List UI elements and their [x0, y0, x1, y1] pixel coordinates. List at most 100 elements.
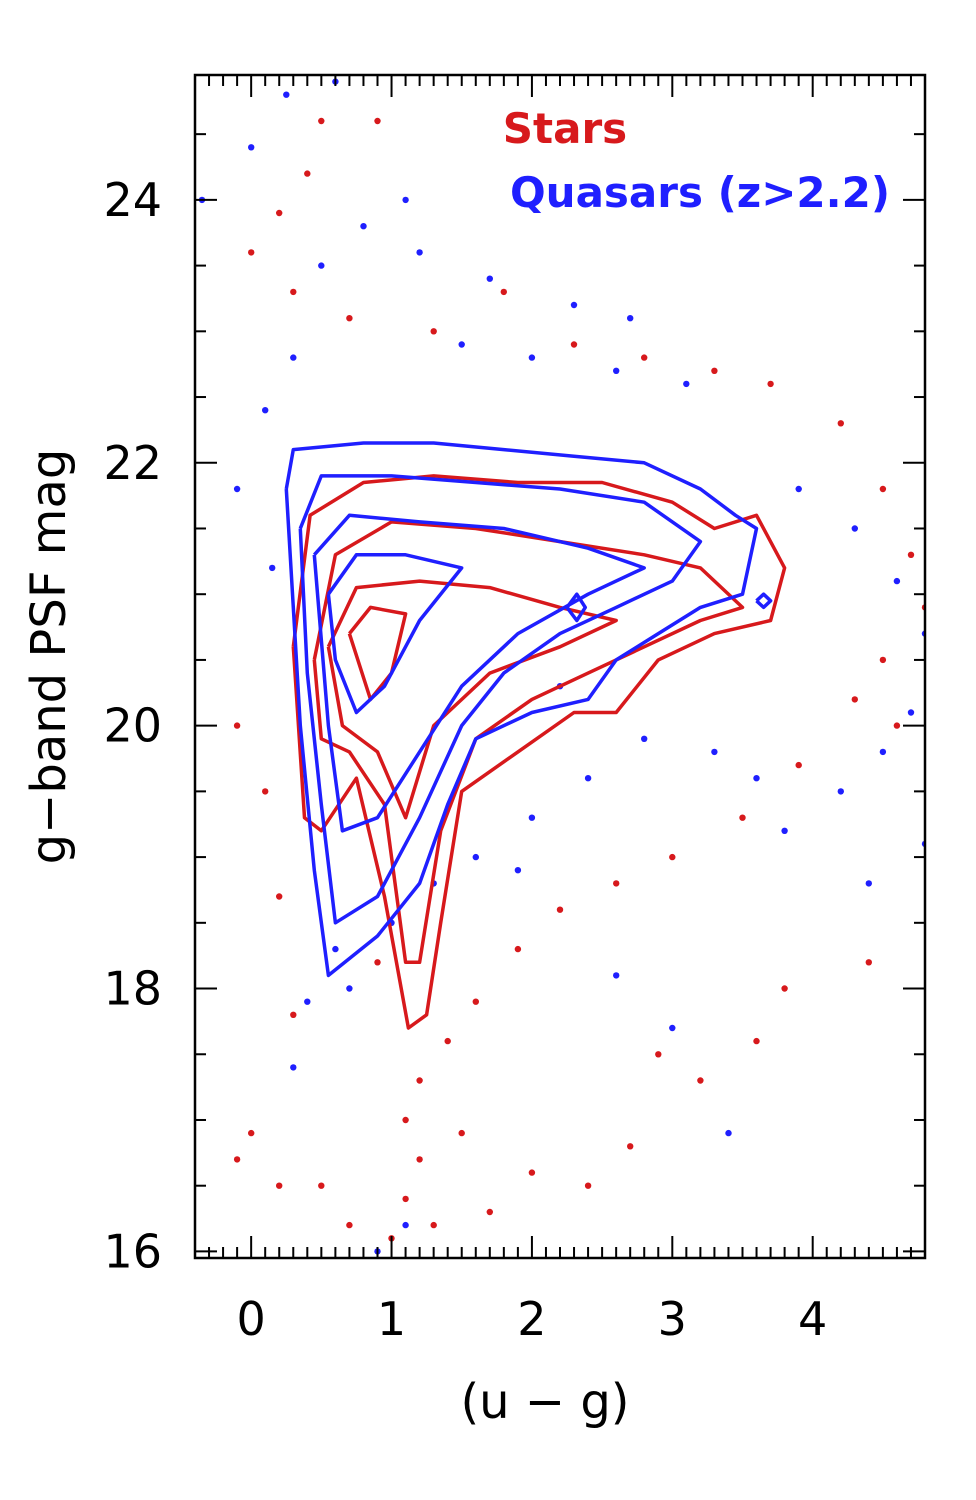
scatter-point	[430, 1221, 437, 1229]
scatter-point	[837, 420, 844, 427]
scatter-point	[248, 249, 255, 256]
scatter-point	[248, 1129, 255, 1137]
scatter-point	[739, 814, 746, 821]
scatter-point	[753, 1037, 760, 1045]
scatter-point	[290, 1011, 297, 1018]
scatter-point	[627, 1143, 634, 1150]
scatter-point	[248, 144, 255, 151]
series-0-points	[233, 65, 925, 1242]
scatter-point	[907, 551, 915, 558]
contour-line	[312, 513, 646, 833]
scatter-point	[613, 972, 620, 979]
y-tick-label: 22	[103, 436, 162, 490]
scatter-point	[332, 945, 339, 953]
x-axis-label: (u − g)	[460, 1374, 629, 1430]
legend-stars: Stars	[503, 104, 627, 153]
x-tick-label: 0	[237, 1292, 266, 1346]
scatter-point	[613, 367, 620, 374]
scatter-point	[795, 485, 802, 493]
x-tick-label: 4	[798, 1292, 827, 1346]
scatter-point	[907, 709, 915, 716]
scatter-point	[584, 1182, 592, 1189]
scatter-point	[837, 788, 844, 795]
plot-area	[198, 65, 925, 1255]
scatter-point	[374, 117, 381, 125]
scatter-point	[893, 722, 901, 729]
scatter-point	[402, 1221, 409, 1229]
scatter-point	[458, 1129, 465, 1137]
scatter-point	[683, 380, 690, 388]
scatter-point	[318, 262, 325, 269]
contour-line	[291, 474, 787, 1030]
scatter-point	[556, 906, 564, 913]
scatter-point	[795, 761, 802, 769]
scatter-point	[865, 959, 872, 966]
contour-line	[326, 579, 618, 820]
scatter-point	[711, 367, 718, 374]
scatter-point	[514, 945, 522, 953]
scatter-point	[233, 485, 241, 493]
scatter-point	[514, 867, 522, 874]
y-tick-label: 24	[103, 173, 162, 227]
scatter-point	[528, 1169, 536, 1176]
x-tick-label: 3	[658, 1292, 687, 1346]
y-tick-label: 20	[103, 699, 162, 753]
series-1-contours	[284, 441, 773, 978]
scatter-point	[346, 315, 353, 322]
y-tick-label: 18	[103, 962, 162, 1016]
scatter-point	[669, 853, 676, 861]
scatter-point	[570, 341, 578, 348]
contour-line	[755, 592, 773, 610]
scatter-point	[346, 1221, 353, 1229]
scatter-point	[627, 315, 634, 322]
scatter-point	[276, 1182, 283, 1189]
scatter-point	[781, 827, 788, 834]
scatter-point	[318, 1182, 325, 1189]
scatter-point	[613, 880, 620, 887]
y-axis-label: g−band PSF mag	[21, 449, 77, 865]
contour-line	[298, 474, 703, 925]
scatter-point	[304, 998, 311, 1005]
scatter-point	[781, 985, 788, 992]
scatter-point	[458, 341, 465, 348]
scatter-point	[262, 788, 269, 795]
scatter-point	[879, 485, 887, 493]
contour-line	[565, 592, 588, 623]
scatter-point	[528, 354, 536, 361]
scatter-point	[248, 65, 254, 71]
scatter-point	[851, 696, 858, 703]
scatter-point	[893, 577, 901, 585]
scatter-point	[304, 170, 311, 177]
scatter-point	[725, 1129, 732, 1137]
scatter-point	[865, 880, 872, 887]
scatter-point	[402, 196, 409, 204]
scatter-point	[346, 985, 353, 992]
series-1-points	[198, 78, 925, 1255]
scatter-point	[402, 1195, 409, 1203]
scatter-point	[584, 775, 592, 782]
legend-quasars: Quasars (z>2.2)	[510, 168, 890, 217]
scatter-point	[276, 893, 283, 900]
scatter-point	[290, 354, 297, 361]
scatter-point	[655, 1051, 662, 1058]
scatter-point	[360, 223, 367, 230]
scatter-point	[233, 1156, 241, 1163]
scatter-point	[851, 525, 858, 532]
scatter-point	[472, 853, 479, 861]
scatter-point	[528, 814, 536, 821]
scatter-point	[669, 1024, 676, 1032]
scatter-point	[416, 1156, 423, 1163]
scatter-point	[444, 1037, 451, 1045]
scatter-point	[318, 117, 325, 125]
data-layer	[198, 65, 925, 1255]
scatter-point	[402, 1116, 409, 1124]
scatter-point	[472, 998, 479, 1005]
contour-line	[284, 441, 759, 978]
scatter-point	[486, 1208, 493, 1216]
x-tick-label: 2	[517, 1292, 546, 1346]
scatter-point	[486, 275, 493, 282]
scatter-point	[711, 748, 718, 756]
scatter-point	[641, 735, 648, 742]
x-tick-label: 1	[377, 1292, 406, 1346]
scatter-point	[500, 288, 507, 296]
